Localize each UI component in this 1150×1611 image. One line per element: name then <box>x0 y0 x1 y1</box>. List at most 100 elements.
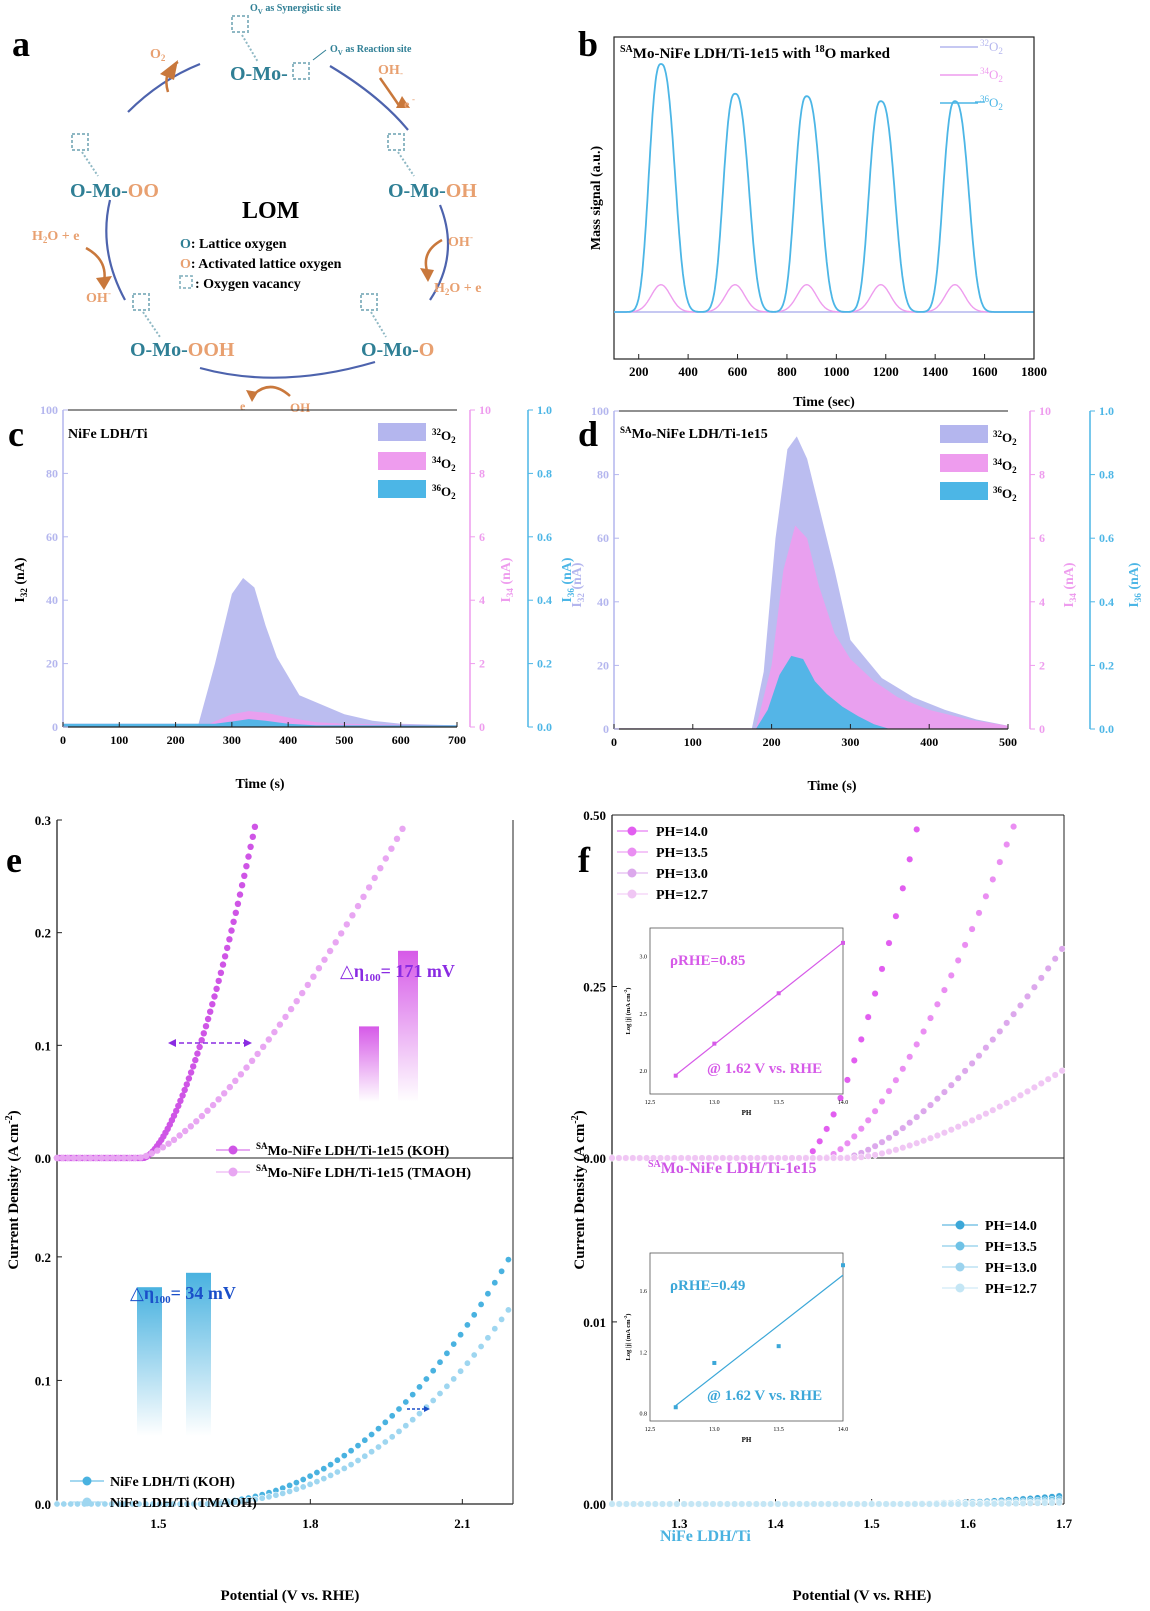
d-plot-xtick-label-3: 300 <box>841 735 859 749</box>
f-top-point-3 <box>954 1123 962 1131</box>
c-plot-y2tick-label-1: 2 <box>479 657 485 671</box>
arrow-oh-right <box>424 238 443 275</box>
note-synergistic-site: OV as Synergistic site <box>250 3 341 16</box>
vacancy-bond-bottom-right <box>370 311 387 338</box>
f-bottom-point-3 <box>716 1500 724 1508</box>
f-top-ytick-label-0: 0.00 <box>583 1151 606 1166</box>
f-bottom-point-3 <box>767 1500 775 1508</box>
f-inset-top-point-2 <box>776 991 781 996</box>
f-inset-bottom-point-0 <box>673 1405 678 1410</box>
vacancy-bond-bottom-left <box>142 311 161 338</box>
e-top-point-KOH <box>204 1015 212 1023</box>
e-bottom-point-TMAOH <box>388 1433 396 1441</box>
f-top-point-0 <box>843 1076 851 1084</box>
e-bottom-point-KOH <box>450 1340 458 1348</box>
plot-c: 0 100 200 300 400 500 600 700 0 20 40 60 80 100 0 2 4 6 8 1… <box>40 403 552 747</box>
f-top-point-0 <box>899 884 907 892</box>
f-bottom-point-3 <box>933 1500 941 1508</box>
e-top-point-TMAOH <box>399 825 406 832</box>
inset-f-bottom: 12.5 13.0 13.5 14.0 0.8 1.2 1.6 PH Log |j| (mA c… <box>623 1252 848 1444</box>
legend-f-top: PH=14.0 PH=13.5 PH=13.0 PH=12.7 <box>617 825 708 903</box>
f-top-point-3 <box>705 1154 713 1162</box>
e-top-point-TMAOH <box>232 1077 239 1085</box>
f-top-point-2 <box>913 1113 921 1121</box>
f-bottom-point-3 <box>954 1500 962 1508</box>
e-bottom-point-TMAOH <box>395 1427 403 1435</box>
e-bottom-point-TMAOH <box>279 1489 287 1497</box>
x-axis-label-c: Time (s) <box>235 777 284 792</box>
legend-e-bottom: NiFe LDH/Ti (KOH) NiFe LDH/Ti (TMAOH) <box>70 1475 257 1511</box>
f-top-point-3 <box>629 1154 637 1162</box>
legend-vacancy-icon <box>179 275 193 289</box>
f-bottom-point-3 <box>889 1500 897 1508</box>
f-bottom-point-3 <box>918 1500 926 1508</box>
f-legend-top-label-0: PH=14.0 <box>656 825 708 840</box>
b-xtick-label-0: 200 <box>629 364 649 379</box>
d-plot-y1tick-label-5: 100 <box>591 404 609 418</box>
e-top-point-KOH <box>170 1112 178 1119</box>
e-top-arrow-head-left <box>168 1039 176 1047</box>
e-bottom-point-KOH <box>395 1405 403 1413</box>
e-bottom-point-TMAOH <box>231 1498 239 1506</box>
legend-b: 32O2 34O2 36O2 <box>940 38 1003 112</box>
e-top-point-TMAOH <box>59 1154 66 1162</box>
e-top-point-TMAOH <box>81 1154 89 1162</box>
legend-lattice-oxygen: O: Lattice oxygen <box>180 237 287 252</box>
f-top-point-2 <box>1030 983 1038 991</box>
inset-f-top: 12.5 13.0 13.5 14.0 2.0 2.5 3.0 PH Log |j| (mA c… <box>623 927 848 1117</box>
e-top-point-KOH <box>243 863 250 870</box>
f-top-point-2 <box>871 1142 879 1150</box>
b-xtick-label-3: 800 <box>777 364 797 379</box>
f-bottom-point-3 <box>759 1500 768 1508</box>
e-bottom-point-TMAOH <box>183 1500 191 1508</box>
f-top-ytick-label-2: 0.50 <box>583 808 606 823</box>
f-bottom-point-3 <box>824 1500 832 1508</box>
e-top-point-KOH <box>179 1092 186 1099</box>
f-top-point-1 <box>1010 823 1018 831</box>
legend-c-34-swatch <box>378 452 426 470</box>
species-left: O-Mo-OO <box>70 180 159 202</box>
c-plot-y1tick-label-1: 20 <box>46 657 58 671</box>
f-top-point-2 <box>864 1146 872 1154</box>
e-top-point-TMAOH <box>354 902 362 910</box>
e-top-series-TMAOH <box>53 825 406 1162</box>
legend-b-32: 32O2 <box>980 38 1003 56</box>
f-top-point-1 <box>975 909 983 917</box>
e-bottom-point-TMAOH <box>265 1493 273 1501</box>
legend-c-34: 34O2 <box>432 455 456 473</box>
panel-e: e 0.0 0.1 0.2 0.3 0.0 0.1 0.2 1.5 1.8 2.1 Potenti… <box>4 813 514 1604</box>
f-top-point-1 <box>885 1087 893 1095</box>
e-bottom-point-TMAOH <box>436 1390 444 1398</box>
f-top-point-3 <box>615 1154 623 1162</box>
f-bottom-point-3 <box>1019 1499 1027 1507</box>
f-top-point-1 <box>926 1014 935 1022</box>
f-top-point-3 <box>871 1151 879 1159</box>
f-bottom-point-3 <box>723 1500 731 1508</box>
e-top-point-TMAOH <box>310 973 317 980</box>
f-inset-bottom-label: ρRHE=0.49 <box>670 1278 745 1294</box>
f-legend-bottom-label-0: PH=14.0 <box>985 1219 1037 1234</box>
arrow-oh-bottom <box>251 385 291 397</box>
e-bottom-point-TMAOH <box>477 1343 485 1351</box>
e-bot-ytick-label-0: 0.0 <box>35 1497 51 1512</box>
f-inset-top-label: ρRHE=0.85 <box>670 953 745 969</box>
f-top-point-3 <box>926 1134 935 1142</box>
f-bottom-point-3 <box>709 1500 717 1508</box>
e-top-point-KOH <box>211 993 218 1000</box>
e-bottom-point-TMAOH <box>306 1480 314 1488</box>
e-bottom-series-KOH <box>53 1256 512 1508</box>
reactant-h2o-left: H2O + e <box>32 229 79 245</box>
f-bottom-point-3 <box>658 1500 667 1508</box>
e-bottom-point-TMAOH <box>368 1448 376 1456</box>
d-plot-y2tick-label-2: 4 <box>1039 595 1045 609</box>
c-plot-y1tick-label-2: 40 <box>46 593 58 607</box>
legend-oxygen-vacancy: : Oxygen vacancy <box>195 277 301 292</box>
panel-f: f 0.00 0.25 0.50 0.00 0.01 1.3 1.4 1.5 1.6 1.7 Po… <box>570 808 1073 1604</box>
f-top-point-3 <box>643 1154 651 1162</box>
e-top-point-KOH <box>202 1022 210 1030</box>
c-plot-y1tick-label-4: 80 <box>46 466 58 480</box>
note-reaction-site: OV as Reaction site <box>330 44 412 57</box>
e-bottom-point-TMAOH <box>217 1499 225 1507</box>
f-top-point-0 <box>913 825 921 833</box>
f-top-point-1 <box>857 1125 865 1133</box>
